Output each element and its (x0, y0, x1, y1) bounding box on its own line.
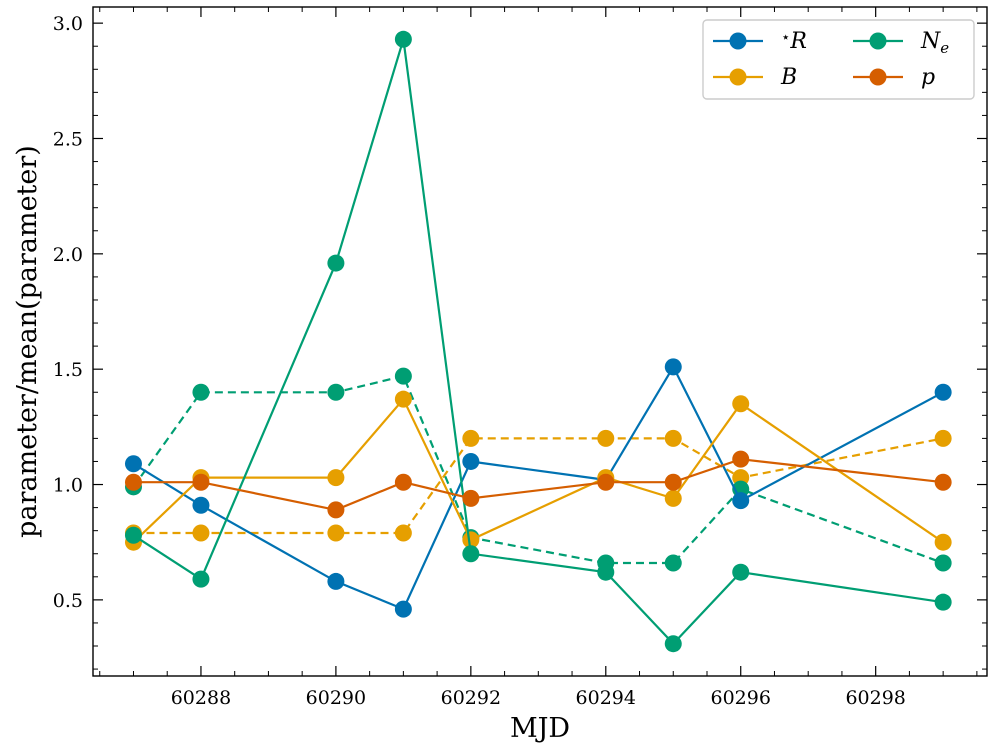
data-point-p (934, 473, 952, 491)
data-point-B_dashed (597, 429, 615, 447)
data-point-p (394, 473, 412, 491)
data-point-B (934, 533, 952, 551)
data-point-N_e_dashed (192, 383, 210, 401)
data-point-R_star (664, 358, 682, 376)
data-point-N_e (462, 545, 480, 563)
data-point-p (732, 450, 750, 468)
data-point-p (124, 473, 142, 491)
series-B_dashed (124, 429, 952, 542)
data-point-R_star (124, 455, 142, 473)
data-point-N_e (327, 254, 345, 272)
y-axis-label: parameter/mean(parameter) (12, 145, 43, 538)
x-tick-labels: 60288 60290 60292 60294 60296 60298 (171, 687, 906, 709)
legend-marker (729, 32, 747, 50)
data-point-N_e_dashed (664, 554, 682, 572)
data-point-B (462, 531, 480, 549)
data-point-B (327, 469, 345, 487)
legend-label: B (780, 65, 797, 90)
y-tick-label: 1.0 (53, 475, 83, 497)
data-point-B (394, 390, 412, 408)
y-tick-labels: 0.5 1.0 1.5 2.0 2.5 3.0 (53, 13, 83, 612)
series-p (124, 450, 952, 519)
legend-marker (869, 32, 887, 50)
y-tick-label: 1.5 (53, 359, 83, 381)
plot-frame (92, 6, 988, 677)
data-point-B_dashed (462, 429, 480, 447)
data-point-N_e (192, 570, 210, 588)
x-tick-label: 60296 (711, 687, 771, 709)
legend-marker (729, 68, 747, 86)
x-tick-label: 60288 (171, 687, 231, 709)
x-tick-label: 60294 (576, 687, 636, 709)
data-point-N_e_dashed (394, 367, 412, 385)
tick-marks (93, 7, 987, 676)
data-point-B (664, 489, 682, 507)
data-point-N_e_dashed (327, 383, 345, 401)
data-point-N_e (394, 30, 412, 48)
y-tick-label: 0.5 (53, 590, 83, 612)
data-point-N_e (597, 563, 615, 581)
x-tick-label: 60290 (306, 687, 366, 709)
legend-box (702, 19, 975, 100)
series-line-R_star (132, 364, 944, 611)
legend: ⋆R B Ne p (702, 19, 975, 100)
data-point-p (664, 473, 682, 491)
series-line-B_dashed (133, 437, 944, 535)
legend-entry-p: p (853, 65, 935, 90)
x-tick-label: 60292 (441, 687, 501, 709)
legend-label: Ne (920, 29, 949, 57)
data-point-p (192, 473, 210, 491)
series-N_e (124, 30, 952, 653)
y-tick-label: 3.0 (53, 13, 83, 35)
legend-entry-R_star: ⋆R (713, 28, 807, 54)
data-point-N_e_dashed (934, 554, 952, 572)
data-point-p (462, 489, 480, 507)
legend-label: p (921, 65, 935, 90)
data-point-R_star (192, 496, 210, 514)
series-line-p (133, 458, 944, 512)
data-point-N_e (124, 526, 142, 544)
plot-series (124, 30, 952, 653)
data-point-N_e (664, 635, 682, 653)
data-point-p (597, 473, 615, 491)
legend-label: ⋆R (781, 28, 807, 54)
data-point-R_star (732, 492, 750, 510)
data-point-B_dashed (934, 429, 952, 447)
legend-entry-N_e: Ne (853, 29, 949, 57)
data-point-N_e (934, 593, 952, 611)
data-point-R_star (934, 383, 952, 401)
y-tick-label: 2.0 (53, 244, 83, 266)
data-point-B_dashed (394, 524, 412, 542)
data-point-B_dashed (664, 429, 682, 447)
data-point-R_star (327, 572, 345, 590)
x-tick-label: 60298 (845, 687, 905, 709)
data-point-B_dashed (327, 524, 345, 542)
series-R_star (124, 358, 952, 618)
data-point-p (327, 501, 345, 519)
data-point-R_star (394, 600, 412, 618)
data-point-N_e (732, 563, 750, 581)
data-point-B_dashed (192, 524, 210, 542)
legend-marker (869, 68, 887, 86)
y-tick-label: 2.5 (53, 128, 83, 150)
x-axis-label: MJD (510, 713, 570, 744)
data-point-R_star (462, 452, 480, 470)
series-line-N_e (132, 38, 944, 646)
data-point-B (732, 395, 750, 413)
legend-entry-B: B (713, 65, 797, 90)
